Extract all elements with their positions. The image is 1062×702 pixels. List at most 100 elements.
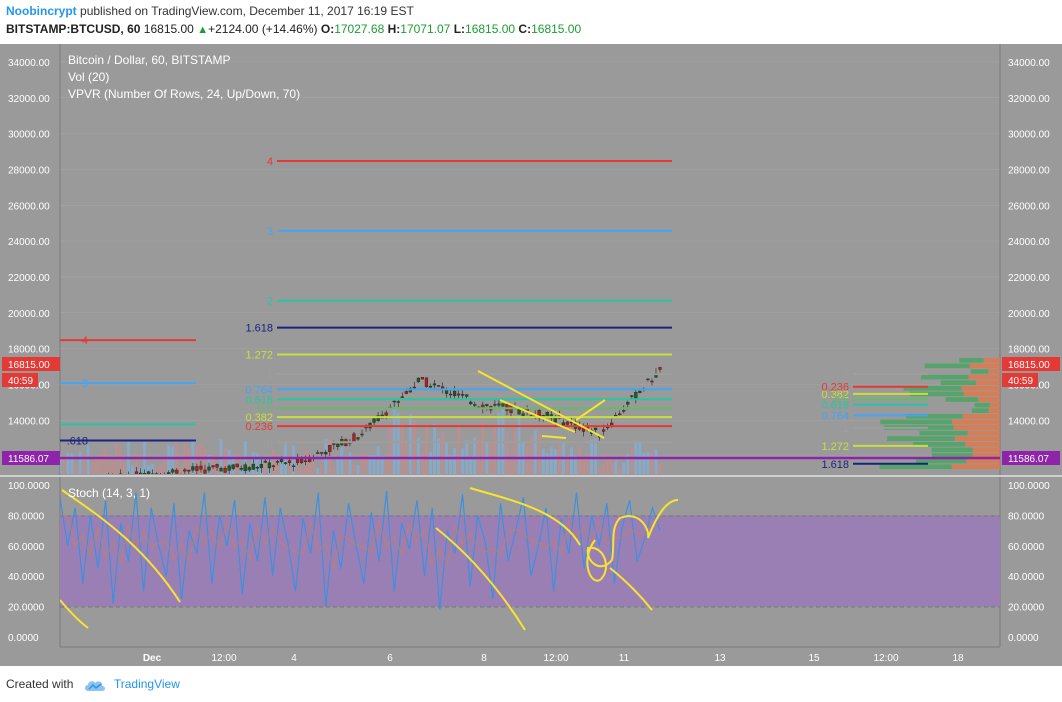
volume-bar	[308, 453, 312, 474]
low-value: 16815.00	[465, 22, 516, 36]
fib-level-label: 2	[267, 296, 273, 308]
volume-bar	[372, 455, 376, 474]
candle-body	[199, 465, 203, 470]
time-tick: 4	[291, 653, 297, 664]
fib-level-label: 3	[267, 226, 273, 238]
volume-bar	[296, 465, 300, 474]
vol-legend[interactable]: Vol (20)	[68, 70, 109, 84]
left-support-badge	[2, 451, 60, 465]
volume-bar	[577, 446, 581, 474]
stoch-annotation-2	[60, 599, 89, 629]
left-axis[interactable]	[0, 44, 60, 647]
vpvr-up-bar	[931, 453, 973, 458]
volume-bar	[340, 447, 344, 474]
candle-body	[565, 421, 569, 425]
chart-title: Bitcoin / Dollar, 60, BITSTAMP	[68, 53, 231, 67]
candle-body	[521, 413, 525, 416]
volume-bar	[348, 452, 352, 474]
candle-body	[610, 422, 614, 426]
open-label: O:	[320, 22, 335, 36]
vpvr-legend[interactable]: VPVR (Number Of Rows, 24, Up/Down, 70)	[68, 87, 300, 101]
tradingview-link[interactable]: TradingView	[113, 677, 180, 691]
published-text: published on TradingView.com, December 1…	[80, 4, 414, 18]
volume-bar	[618, 467, 622, 474]
volume-bar	[529, 436, 533, 474]
volume-bar	[469, 457, 473, 474]
vpvr-up-bar	[931, 447, 973, 453]
volume-bar	[441, 432, 445, 474]
fib-level-label: 1	[267, 369, 273, 381]
volume-bar	[396, 412, 400, 474]
price-tick-right: 22000.00	[1008, 273, 1050, 284]
volume-bar	[219, 439, 223, 474]
vpvr-down-bar	[953, 425, 1000, 430]
candle-body	[424, 377, 429, 387]
time-tick: 12:00	[873, 653, 898, 664]
price-tick-left: 22000.00	[8, 273, 50, 284]
fib-level-label: 0.382	[821, 389, 849, 401]
stoch-tick-left: 80.0000	[8, 511, 45, 522]
price-tick-right: 24000.00	[1008, 237, 1050, 248]
lower-trendline	[499, 399, 576, 433]
volume-bar	[412, 420, 416, 474]
price-tick-left: 18000.00	[8, 345, 50, 356]
time-tick: 12:00	[211, 653, 236, 664]
candle-body	[235, 463, 239, 468]
fib-level-label: 1.272	[821, 441, 849, 453]
volume-bar	[586, 454, 590, 474]
volume-bar	[553, 448, 557, 474]
time-axis[interactable]	[0, 647, 1062, 666]
vpvr-down-bar	[966, 458, 1000, 464]
candle-body	[243, 464, 247, 472]
time-tick: Dec	[143, 653, 162, 664]
volume-bar	[513, 424, 517, 474]
vpvr-down-bar	[972, 453, 1000, 458]
volume-bar	[223, 448, 227, 474]
vpvr-down-bar	[988, 369, 1000, 374]
price-tick-right: 30000.00	[1008, 130, 1050, 141]
volume-bar	[461, 448, 465, 474]
price-change: +2124.00 (+14.46%)	[208, 22, 318, 36]
volume-bar	[74, 464, 78, 474]
left-last-price: 16815.00	[8, 360, 50, 371]
volume-bar	[211, 453, 215, 474]
candle-body	[396, 401, 400, 403]
volume-bar	[171, 446, 175, 474]
volume-bar	[147, 465, 151, 474]
fib-level-label: 1.272	[245, 349, 273, 361]
candle-body	[118, 473, 123, 474]
volume-bar	[622, 462, 626, 474]
vpvr-down-bar	[967, 430, 1000, 436]
volume-bar	[408, 413, 412, 474]
volume-bar	[368, 455, 372, 474]
candle-body	[412, 386, 416, 389]
price-tick-left: 26000.00	[8, 201, 50, 212]
author-name[interactable]: Noobincrypt	[6, 4, 77, 18]
candle-body	[271, 465, 276, 467]
last-price-badges: 16815.00 40:59 16815.00 40:59 11586.07 1…	[2, 357, 1060, 465]
candle-body	[420, 377, 425, 380]
publish-info: Noobincrypt published on TradingView.com…	[6, 4, 414, 18]
stoch-tick-left: 0.0000	[8, 633, 39, 644]
stoch-annotation-5	[586, 499, 679, 582]
right-axis[interactable]	[1000, 44, 1062, 647]
candle-body	[352, 433, 356, 442]
price-pane[interactable]	[60, 44, 1000, 476]
volume-bar	[312, 461, 316, 474]
right-last-price-badge	[1002, 357, 1060, 371]
fib-level-label: 3	[82, 378, 88, 390]
vpvr-up-bar	[945, 397, 979, 402]
candle-body	[263, 460, 267, 463]
candle-body	[175, 469, 179, 474]
vpvr-down-bar	[988, 408, 1000, 413]
close-value: 16815.00	[531, 22, 582, 36]
stoch-tick-left: 60.0000	[8, 542, 45, 553]
close-label: C:	[518, 22, 532, 36]
volume-bar	[537, 432, 541, 474]
stoch-legend[interactable]: Stoch (14, 3, 1)	[68, 486, 150, 500]
vpvr-up-bar	[880, 419, 953, 425]
vpvr-down-bar	[963, 391, 1000, 397]
vpvr-up-bar	[919, 430, 968, 436]
volume-bar	[545, 452, 549, 474]
